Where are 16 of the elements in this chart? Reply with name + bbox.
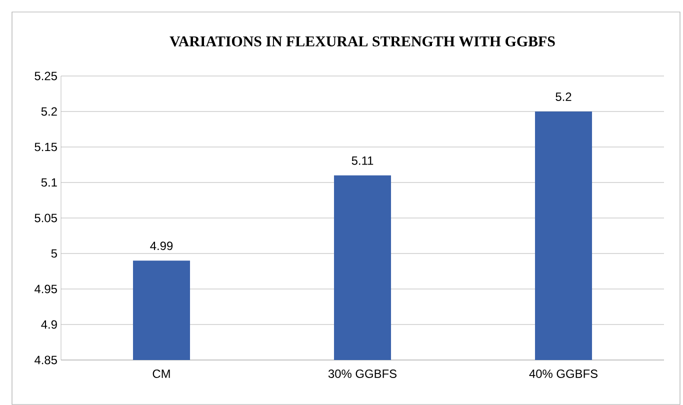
chart-title: VARIATIONS IN FLEXURAL STRENGTH WITH GGBFS bbox=[170, 36, 555, 46]
x-tick-label: CM bbox=[152, 370, 170, 378]
data-label: 5.11 bbox=[352, 156, 374, 165]
y-tick-label: 5.1 bbox=[41, 178, 57, 187]
data-label: 4.99 bbox=[150, 242, 173, 250]
y-tick-label: 4.9 bbox=[41, 320, 57, 329]
y-tick-label: 4.85 bbox=[34, 356, 57, 364]
y-tick-label: 5.2 bbox=[41, 107, 57, 116]
x-tick-label: 30% GGBFS bbox=[328, 370, 396, 378]
y-tick-label: 5.25 bbox=[34, 72, 57, 80]
y-tick-label: 4.95 bbox=[34, 284, 57, 294]
data-label: 5.2 bbox=[556, 92, 572, 101]
y-tick-label: 5.05 bbox=[34, 214, 57, 222]
y-tick-label: 5 bbox=[51, 249, 57, 258]
y-tick-label: 5.15 bbox=[34, 142, 57, 152]
x-tick-label: 40% GGBFS bbox=[529, 370, 598, 378]
